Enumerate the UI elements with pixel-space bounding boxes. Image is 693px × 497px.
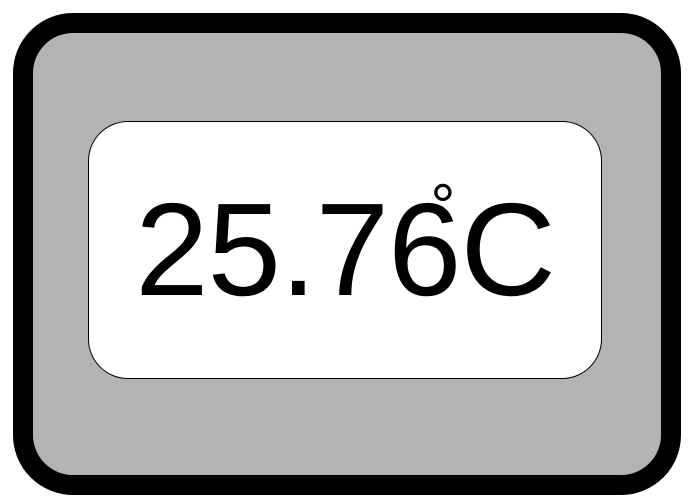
degree-symbol: ° — [430, 172, 456, 241]
unit-letter: C — [460, 176, 556, 323]
thermometer-device: 25.76 ° C — [13, 13, 681, 495]
temperature-value: 25.76 — [135, 176, 461, 323]
temperature-readout: 25.76 ° C — [89, 122, 601, 378]
temperature-unit: ° C — [431, 176, 556, 316]
display-screen: 25.76 ° C — [88, 121, 602, 379]
